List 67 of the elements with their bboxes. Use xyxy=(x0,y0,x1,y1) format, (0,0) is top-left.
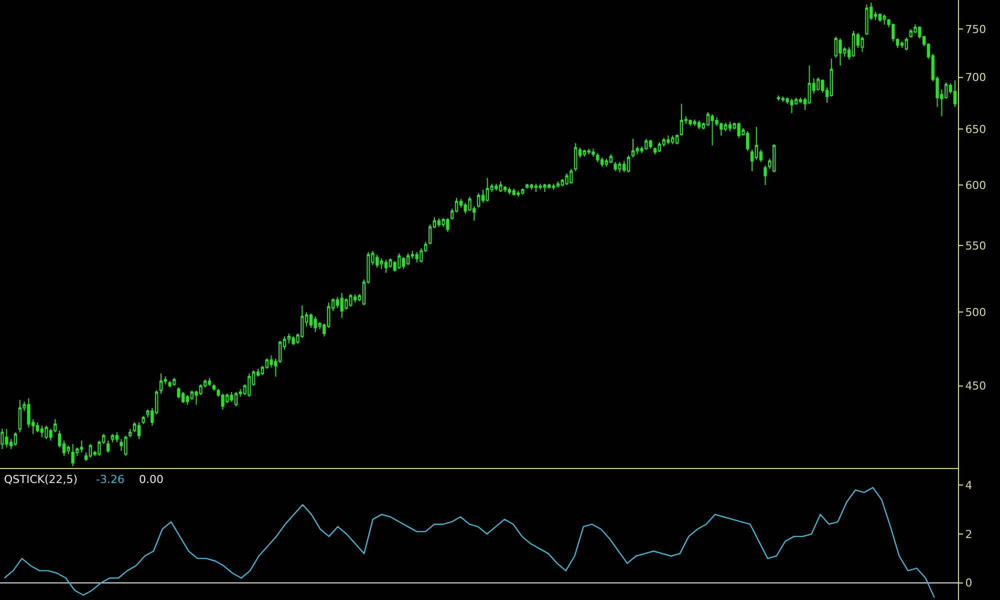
annotation: -3.26 xyxy=(96,473,124,486)
candlestick xyxy=(137,422,141,440)
candlestick xyxy=(600,157,604,168)
y-tick-label: 500 xyxy=(965,306,986,320)
candlestick xyxy=(552,183,556,190)
candlestick xyxy=(115,432,118,443)
candlestick xyxy=(556,180,560,188)
candlestick xyxy=(728,121,732,132)
candlestick xyxy=(648,139,652,150)
y-tick-label: 700 xyxy=(965,71,986,84)
candlestick xyxy=(128,428,132,438)
y-tick-label: 750 xyxy=(965,23,986,36)
candlestick xyxy=(106,440,110,453)
candlestick xyxy=(353,294,357,304)
candlestick xyxy=(776,95,780,102)
ref-line-label: 0.00 xyxy=(139,473,164,486)
candlestick xyxy=(675,134,679,145)
candlestick xyxy=(159,372,163,394)
candlestick xyxy=(631,138,635,158)
text: QSTICK(22,5) xyxy=(4,473,78,486)
candlestick xyxy=(508,186,512,195)
candlestick xyxy=(110,433,114,443)
candlestick xyxy=(309,313,313,328)
candlestick xyxy=(865,4,868,36)
candlestick xyxy=(212,384,216,391)
candlestick xyxy=(406,252,410,266)
line-series xyxy=(4,486,935,598)
candlestick xyxy=(724,122,728,132)
candlestick xyxy=(574,142,578,172)
candlestick xyxy=(604,158,608,168)
candlestick xyxy=(230,392,234,402)
candlestick xyxy=(380,258,384,270)
candlestick xyxy=(596,152,600,163)
y-tick-label: 650 xyxy=(965,122,986,136)
candlestick xyxy=(530,183,534,190)
candlestick xyxy=(221,393,224,410)
candlestick xyxy=(680,103,684,136)
y-tick-label: 550 xyxy=(965,240,986,253)
candlestick xyxy=(177,386,180,399)
candlestick xyxy=(878,13,882,22)
candlestick xyxy=(592,148,595,157)
candlestick xyxy=(772,144,776,173)
y-tick-label: 2 xyxy=(965,528,972,541)
candlestick xyxy=(186,394,190,406)
y-tick-label: 4 xyxy=(965,478,972,492)
y-tick-label: 600 xyxy=(965,178,986,192)
candlestick xyxy=(476,192,480,208)
candlestick xyxy=(626,154,630,173)
candlestick xyxy=(882,14,886,26)
y-tick-label: 0 xyxy=(965,576,972,590)
candlestick xyxy=(860,36,864,52)
candlestick xyxy=(142,415,145,425)
candlestick xyxy=(526,183,529,189)
candlestick xyxy=(208,378,212,386)
y-tick-label: 450 xyxy=(965,380,986,393)
candlestick xyxy=(900,40,904,49)
candlestick xyxy=(384,259,388,274)
candlestick xyxy=(896,38,900,49)
candlestick xyxy=(14,432,18,446)
candlestick xyxy=(503,186,507,192)
candlestick xyxy=(764,164,767,186)
candlestick xyxy=(609,154,612,164)
candlestick xyxy=(904,37,908,50)
candlestick xyxy=(852,30,856,58)
candlestick xyxy=(181,392,185,404)
candlestick xyxy=(234,392,238,407)
candlestick xyxy=(953,80,956,108)
